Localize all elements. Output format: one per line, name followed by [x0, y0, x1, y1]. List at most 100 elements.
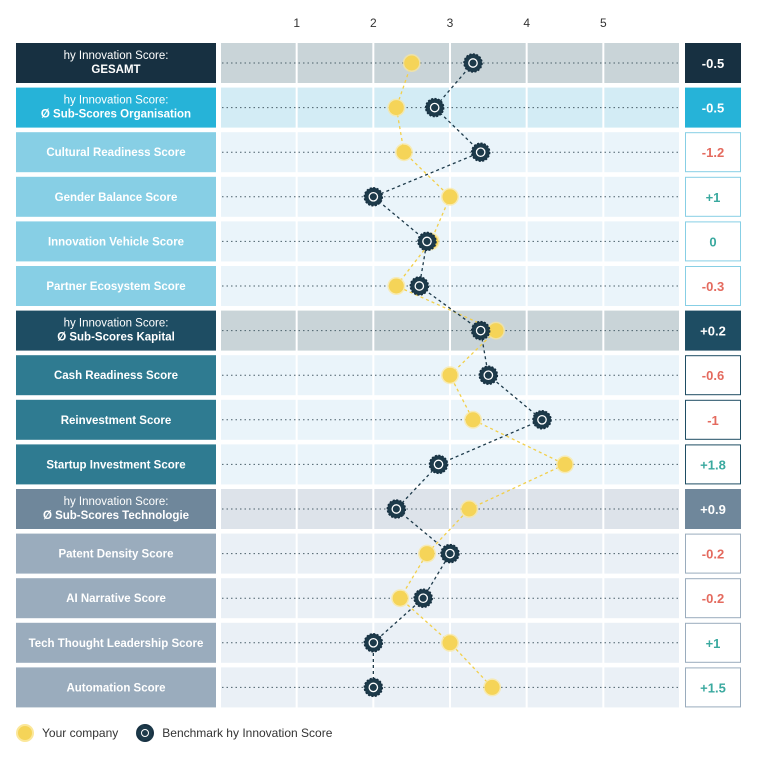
- benchmark-point: [417, 231, 437, 252]
- benchmark-point: [463, 53, 483, 73]
- company-point: [442, 367, 458, 383]
- benchmark-point: [478, 365, 499, 385]
- row-label-line2: Ø Sub-Scores Technologie: [43, 510, 189, 522]
- benchmark-point: [440, 543, 460, 564]
- row-label-box: [16, 87, 216, 128]
- dot-plot-chart: 1 2 3 4 5 hy Innovation Score: GESAMT -0.5 hy In…: [16, 16, 741, 708]
- row-label: Reinvestment Score: [61, 415, 172, 427]
- legend-item-benchmark: Benchmark hy Innovation Score: [136, 724, 332, 742]
- delta-box: [685, 444, 741, 485]
- delta-box: [685, 132, 741, 173]
- benchmark-point-inner: [368, 682, 379, 693]
- delta-box: [685, 266, 741, 306]
- delta-box: [685, 355, 741, 396]
- row-label-box: [16, 310, 216, 351]
- x-tick-label: 1: [293, 16, 300, 30]
- benchmark-marker-icon: [136, 724, 155, 742]
- x-tick-label: 4: [523, 16, 530, 30]
- row-label: Automation Score: [66, 682, 165, 694]
- delta-value: +1.5: [700, 680, 726, 695]
- benchmark-point: [409, 276, 430, 296]
- benchmark-point-inner: [433, 459, 444, 470]
- row-label-box: [16, 399, 216, 440]
- company-point: [461, 501, 477, 517]
- benchmark-point-inner: [445, 548, 455, 559]
- benchmark-point: [532, 410, 552, 430]
- row-label: Cash Readiness Score: [54, 370, 178, 382]
- benchmark-point: [363, 187, 384, 207]
- row-label-box: [16, 266, 216, 306]
- row-label-box: [16, 355, 216, 396]
- company-point: [465, 412, 481, 428]
- row-label: AI Narrative Score: [66, 593, 166, 605]
- benchmark-point: [470, 142, 491, 162]
- row-label-line1: hy Innovation Score:: [64, 95, 169, 107]
- delta-box: [685, 667, 741, 708]
- delta-box: [685, 622, 741, 663]
- company-point: [484, 679, 500, 695]
- delta-value: +1.8: [700, 457, 726, 472]
- chart-legend: Your company Benchmark hy Innovation Sco…: [16, 721, 332, 745]
- row-label-box: [16, 221, 216, 262]
- benchmark-point: [363, 633, 384, 653]
- benchmark-point-inner: [418, 593, 429, 604]
- benchmark-point: [428, 454, 449, 475]
- benchmark-point-inner: [368, 191, 379, 202]
- delta-value: -0.5: [702, 56, 724, 71]
- benchmark-point-inner: [429, 102, 440, 113]
- delta-value: -0.3: [702, 279, 724, 294]
- row-label: Patent Density Score: [58, 549, 173, 561]
- delta-value: -0.5: [702, 101, 724, 116]
- company-point: [488, 323, 504, 339]
- company-point: [442, 635, 458, 651]
- benchmark-point-inner: [391, 504, 402, 514]
- row-label-box: [16, 176, 216, 217]
- legend-item-company: Your company: [16, 724, 118, 742]
- company-marker-icon: [16, 724, 34, 742]
- delta-value: -0.6: [702, 368, 724, 383]
- row-label: Innovation Vehicle Score: [48, 236, 184, 248]
- row-label-box: [16, 622, 216, 663]
- legend-label-company: Your company: [42, 726, 119, 740]
- benchmark-point-inner: [475, 147, 486, 158]
- row-label-box: [16, 489, 216, 529]
- row-label-line1: hy Innovation Score:: [64, 496, 169, 508]
- delta-value: -1: [707, 413, 719, 428]
- delta-box: [685, 176, 741, 217]
- benchmark-point: [413, 588, 433, 608]
- company-point: [419, 546, 435, 562]
- row-label-box: [16, 132, 216, 173]
- row-label-box: [16, 444, 216, 485]
- delta-value: -0.2: [702, 591, 724, 606]
- row-label-line1: hy Innovation Score:: [64, 50, 169, 62]
- delta-value: +1: [706, 190, 721, 205]
- benchmark-point-inner: [537, 414, 547, 425]
- delta-box: [685, 87, 741, 128]
- benchmark-point-inner: [422, 236, 432, 247]
- delta-box: [685, 489, 741, 529]
- company-point: [392, 590, 408, 606]
- delta-box: [685, 578, 741, 619]
- delta-box: [685, 399, 741, 440]
- company-point: [442, 189, 458, 205]
- company-point: [388, 100, 404, 116]
- row-label-line2: Ø Sub-Scores Organisation: [41, 109, 191, 121]
- delta-value: -1.2: [702, 145, 724, 160]
- delta-value: +0.9: [700, 502, 726, 517]
- x-tick-label: 3: [447, 16, 454, 30]
- company-point: [396, 144, 412, 160]
- benchmark-point: [470, 320, 491, 341]
- legend-label-benchmark: Benchmark hy Innovation Score: [162, 726, 333, 740]
- x-tick-label: 5: [600, 16, 607, 30]
- company-point: [557, 456, 573, 472]
- benchmark-point: [386, 499, 407, 519]
- company-point: [404, 55, 420, 71]
- delta-box: [685, 533, 741, 574]
- row-label: Partner Ecosystem Score: [46, 281, 185, 293]
- delta-value: +1: [706, 636, 721, 651]
- row-label-line2: GESAMT: [91, 64, 140, 76]
- benchmark-point-inner: [414, 281, 425, 291]
- company-point: [388, 278, 404, 294]
- delta-value: -0.2: [702, 547, 724, 562]
- row-label: Startup Investment Score: [46, 459, 185, 471]
